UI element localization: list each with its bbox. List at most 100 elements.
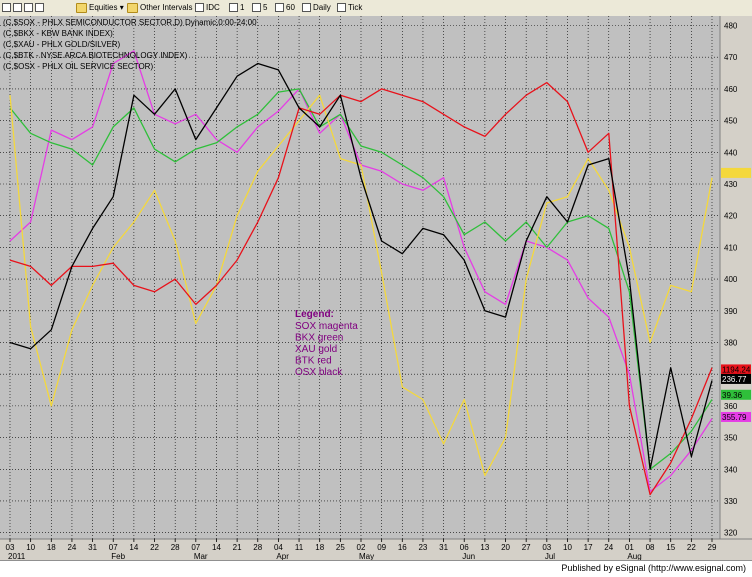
x-tick-label: 18 [315, 543, 324, 552]
footer: Published by eSignal (http://www.esignal… [0, 560, 752, 577]
legend-title: Legend: [295, 309, 334, 320]
interval-5-label: 5 [263, 3, 268, 12]
x-tick-label: 22 [687, 543, 696, 552]
interval-icon [252, 3, 261, 13]
grid [0, 16, 720, 539]
x-tick-label: 02 [357, 543, 366, 552]
add-icon[interactable] [24, 3, 33, 13]
interval-icon [229, 3, 238, 13]
y-tick-label: 360 [724, 402, 738, 411]
last-value-text: 355.79 [722, 413, 747, 422]
y-tick-label: 470 [724, 53, 738, 62]
y-tick-label: 350 [724, 434, 738, 443]
y-tick-label: 320 [724, 529, 738, 538]
y-tick-label: 430 [724, 180, 738, 189]
month-label: May [359, 552, 374, 560]
y-tick-label: 380 [724, 338, 738, 347]
month-label: Jul [545, 552, 555, 560]
series-line-2 [9, 94, 713, 477]
y-tick-label: 330 [724, 497, 738, 506]
last-value-box [721, 167, 751, 178]
x-tick-label: 14 [212, 543, 221, 552]
x-tick-label: 31 [88, 543, 97, 552]
interval-icon [302, 3, 311, 13]
last-value-box [721, 411, 751, 422]
interval-icon [337, 3, 346, 13]
idc-label: IDC [206, 3, 220, 12]
tick-button[interactable]: Tick [337, 2, 362, 14]
plot-background [0, 16, 720, 539]
header-line: (C,$BKX - KBW BANK INDEX) [3, 29, 113, 38]
new-chart-icon[interactable] [2, 3, 11, 13]
legend-entry: BTK red [295, 356, 332, 367]
last-value-text: 39.36 [722, 391, 743, 400]
daily-button[interactable]: Daily [302, 2, 331, 14]
toolbar-icons [2, 2, 46, 14]
copy-icon[interactable] [13, 3, 22, 13]
last-value-box [721, 373, 751, 384]
x-tick-label: 01 [625, 543, 634, 552]
daily-label: Daily [313, 3, 331, 12]
y-tick-label: 340 [724, 465, 738, 474]
x-tick-label: 10 [26, 543, 35, 552]
interval-icon [275, 3, 284, 13]
x-tick-label: 27 [522, 543, 531, 552]
folder-icon [76, 2, 87, 13]
y-tick-label: 480 [724, 22, 738, 31]
x-tick-label: 03 [542, 543, 551, 552]
x-tick-label: 10 [563, 543, 572, 552]
menu-icon[interactable] [35, 3, 44, 13]
y-tick-label: 460 [724, 85, 738, 94]
y-tick-label: 410 [724, 243, 738, 252]
x-tick-label: 28 [171, 543, 180, 552]
legend-entry: XAU gold [295, 344, 337, 355]
last-value-box [721, 389, 751, 400]
header-line: (C,$BTK - NYSE ARCA BIOTECHNOLOGY INDEX) [3, 51, 188, 60]
tick-label: Tick [348, 3, 363, 12]
interval-1-button[interactable]: 1 [229, 2, 244, 14]
last-value-box [721, 364, 751, 375]
other-intervals-label: Other Intervals [140, 3, 193, 12]
y-tick-label: 400 [724, 275, 738, 284]
legend-entry: BKX green [295, 333, 343, 344]
x-tick-label: 14 [129, 543, 138, 552]
y-tick-label: 440 [724, 148, 738, 157]
x-tick-label: 18 [47, 543, 56, 552]
header-line: (C,$XAU - PHLX GOLD/SILVER) [3, 40, 121, 49]
x-tick-label: 31 [439, 543, 448, 552]
footer-text: Published by eSignal (http://www.esignal… [561, 563, 746, 573]
x-tick-label: 22 [150, 543, 159, 552]
series-line-3 [9, 81, 713, 496]
toolbar: Equities ▾ Other Intervals ▾ IDC 1 5 60 … [0, 0, 752, 17]
interval-60-button[interactable]: 60 [275, 2, 295, 14]
x-tick-label: 29 [708, 543, 717, 552]
x-tick-label: 15 [666, 543, 675, 552]
series-line-1 [9, 88, 713, 470]
equities-menu[interactable]: Equities ▾ [76, 2, 124, 14]
y-axis-panel [720, 16, 752, 539]
interval-5-button[interactable]: 5 [252, 2, 267, 14]
x-tick-label: 23 [418, 543, 427, 552]
idc-button[interactable]: IDC [195, 2, 220, 14]
x-axis-panel [0, 539, 752, 560]
chart-area: (C,$SOX - PHLX SEMICONDUCTOR SECTOR,D) D… [0, 16, 752, 560]
x-tick-label: 17 [584, 543, 593, 552]
last-value-text: 236.77 [722, 375, 747, 384]
folder-icon [127, 2, 138, 13]
other-intervals-menu[interactable]: Other Intervals ▾ [127, 2, 199, 14]
x-tick-label: 11 [295, 543, 304, 552]
month-label: Aug [627, 552, 641, 560]
month-label: Feb [111, 552, 125, 560]
x-tick-label: 08 [646, 543, 655, 552]
y-tick-label: 390 [724, 307, 738, 316]
x-tick-label: 24 [604, 543, 613, 552]
interval-60-label: 60 [286, 3, 295, 12]
series-group [9, 50, 713, 496]
last-value-text: 1194.24 [722, 365, 751, 374]
series-line-4 [9, 62, 713, 470]
x-tick-label: 24 [67, 543, 76, 552]
header-line: (C,$OSX - PHLX OIL SERVICE SECTOR) [3, 62, 153, 71]
x-tick-label: 13 [480, 543, 489, 552]
